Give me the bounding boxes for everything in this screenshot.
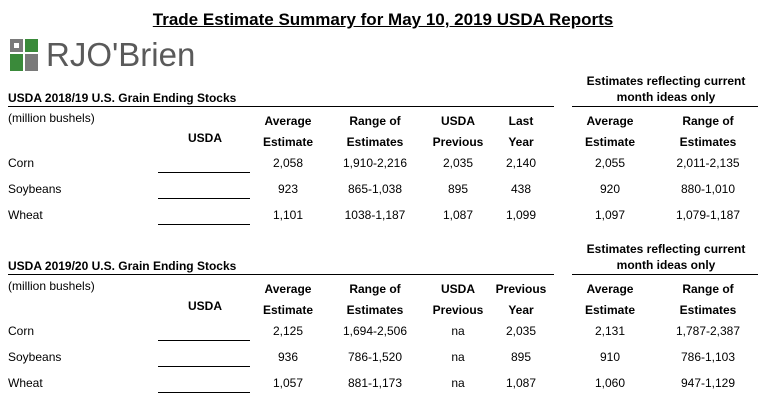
estimates-note: Estimates reflecting current month ideas… — [586, 242, 746, 272]
col-header-current-range: Range of Estimates — [679, 114, 737, 149]
col-header-average: Average Estimate — [262, 282, 314, 317]
unit-label: (million bushels) — [8, 279, 95, 293]
range-estimates: 1,694-2,506 — [342, 324, 408, 338]
current-avg: 1,097 — [594, 208, 626, 222]
usda-blank-line — [158, 172, 250, 173]
usda-previous: na — [451, 324, 465, 338]
current-avg: 2,055 — [594, 156, 626, 170]
usda-blank-line — [158, 198, 250, 199]
range-estimates: 786-1,520 — [347, 350, 403, 364]
report-title: Trade Estimate Summary for May 10, 2019 … — [152, 10, 614, 29]
range-estimates: 881-1,173 — [347, 376, 403, 390]
logo-wordmark: RJO'Brien — [46, 36, 196, 73]
estimates-note: Estimates reflecting current month ideas… — [586, 74, 746, 104]
section-divider — [572, 274, 758, 275]
current-avg: 920 — [599, 182, 621, 196]
col-header-usda: USDA — [187, 299, 222, 313]
last-year: 438 — [510, 182, 532, 196]
row-label: Soybeans — [8, 182, 62, 196]
col-header-range: Range of Estimates — [346, 282, 404, 317]
unit-label: (million bushels) — [8, 111, 95, 125]
col-header-current-average: Average Estimate — [584, 282, 636, 317]
col-header-previous: USDA Previous — [432, 114, 484, 149]
row-label: Wheat — [8, 376, 43, 390]
previous-year: 2,035 — [505, 324, 537, 338]
current-range: 1,079-1,187 — [675, 208, 741, 222]
previous-year: 1,087 — [505, 376, 537, 390]
usda-blank-line — [158, 224, 250, 225]
col-header-previous-year: Previous Year — [495, 282, 547, 317]
usda-previous: na — [451, 350, 465, 364]
usda-previous: na — [451, 376, 465, 390]
col-header-last-year: Last Year — [508, 114, 534, 149]
company-logo: RJO'Brien — [10, 36, 195, 74]
current-range: 2,011-2,135 — [676, 156, 740, 170]
col-header-range: Range of Estimates — [346, 114, 404, 149]
row-label: Corn — [8, 324, 35, 338]
previous-year: 895 — [510, 350, 532, 364]
current-avg: 910 — [599, 350, 621, 364]
section-divider — [8, 106, 554, 107]
col-header-current-average: Average Estimate — [584, 114, 636, 149]
avg-estimate: 2,125 — [272, 324, 304, 338]
current-range: 947-1,129 — [680, 376, 736, 390]
current-range: 786-1,103 — [680, 350, 736, 364]
avg-estimate: 1,057 — [272, 376, 304, 390]
usda-blank-line — [158, 340, 250, 341]
avg-estimate: 936 — [277, 350, 299, 364]
col-header-current-range: Range of Estimates — [679, 282, 737, 317]
avg-estimate: 2,058 — [272, 156, 304, 170]
current-range: 880-1,010 — [680, 182, 736, 196]
usda-blank-line — [158, 392, 250, 393]
range-estimates: 1038-1,187 — [344, 208, 406, 222]
last-year: 1,099 — [505, 208, 537, 222]
row-label: Wheat — [8, 208, 43, 222]
current-avg: 2,131 — [594, 324, 626, 338]
row-label: Soybeans — [8, 350, 62, 364]
usda-previous: 2,035 — [442, 156, 474, 170]
avg-estimate: 923 — [277, 182, 299, 196]
section-title: USDA 2018/19 U.S. Grain Ending Stocks — [8, 91, 237, 105]
usda-previous: 895 — [447, 182, 469, 196]
section-divider — [572, 106, 758, 107]
current-range: 1,787-2,387 — [675, 324, 741, 338]
logo-mark-icon — [10, 37, 40, 73]
section-divider — [8, 274, 554, 275]
range-estimates: 865-1,038 — [347, 182, 403, 196]
range-estimates: 1,910-2,216 — [342, 156, 408, 170]
current-avg: 1,060 — [594, 376, 626, 390]
usda-previous: 1,087 — [442, 208, 474, 222]
col-header-previous: USDA Previous — [432, 282, 484, 317]
section-title: USDA 2019/20 U.S. Grain Ending Stocks — [8, 259, 237, 273]
col-header-usda: USDA — [187, 131, 222, 145]
usda-blank-line — [158, 366, 250, 367]
row-label: Corn — [8, 156, 35, 170]
last-year: 2,140 — [505, 156, 537, 170]
col-header-average: Average Estimate — [262, 114, 314, 149]
avg-estimate: 1,101 — [272, 208, 304, 222]
